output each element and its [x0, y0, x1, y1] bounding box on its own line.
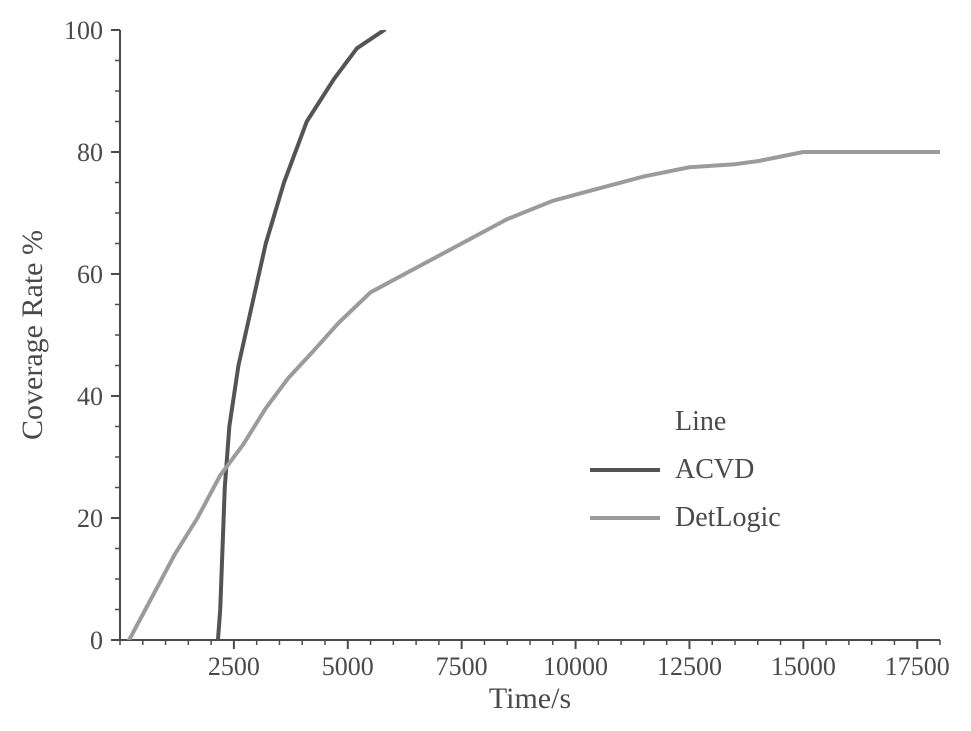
y-axis-tick-label: 20	[77, 504, 103, 533]
legend-title: Line	[675, 406, 726, 437]
legend: Line ACVD DetLogic	[590, 406, 781, 533]
series-group	[129, 30, 940, 640]
x-axis-tick-label: 15000	[771, 652, 836, 681]
y-axis-tick-label: 0	[90, 626, 103, 655]
y-axis-tick-label: 60	[77, 260, 103, 289]
x-axis-tick-label: 17500	[885, 652, 950, 681]
y-axis-label: Coverage Rate %	[16, 230, 49, 440]
coverage-rate-chart: 2500 5000 7500 10000 12500 15000 17500 0 20 40 60…	[0, 0, 971, 731]
legend-label-acvd: ACVD	[675, 454, 754, 485]
legend-label-detlogic: DetLogic	[675, 502, 781, 533]
y-axis-ticks: 0 20 40 60 80 100	[64, 16, 120, 655]
x-axis-tick-label: 12500	[657, 652, 722, 681]
x-axis-label: Time/s	[489, 682, 571, 715]
y-axis-tick-label: 100	[64, 16, 103, 45]
series-line-detlogic	[129, 152, 940, 640]
x-axis-tick-label: 7500	[436, 652, 488, 681]
x-axis-ticks: 2500 5000 7500 10000 12500 15000 17500	[120, 640, 950, 681]
axes-group	[120, 30, 940, 640]
series-line-acvd	[218, 30, 384, 640]
chart-svg: 2500 5000 7500 10000 12500 15000 17500 0 20 40 60…	[0, 0, 971, 731]
x-axis-tick-label: 5000	[322, 652, 374, 681]
x-axis-tick-label: 2500	[208, 652, 260, 681]
x-axis-tick-label: 10000	[543, 652, 608, 681]
y-axis-tick-label: 40	[77, 382, 103, 411]
y-axis-tick-label: 80	[77, 138, 103, 167]
